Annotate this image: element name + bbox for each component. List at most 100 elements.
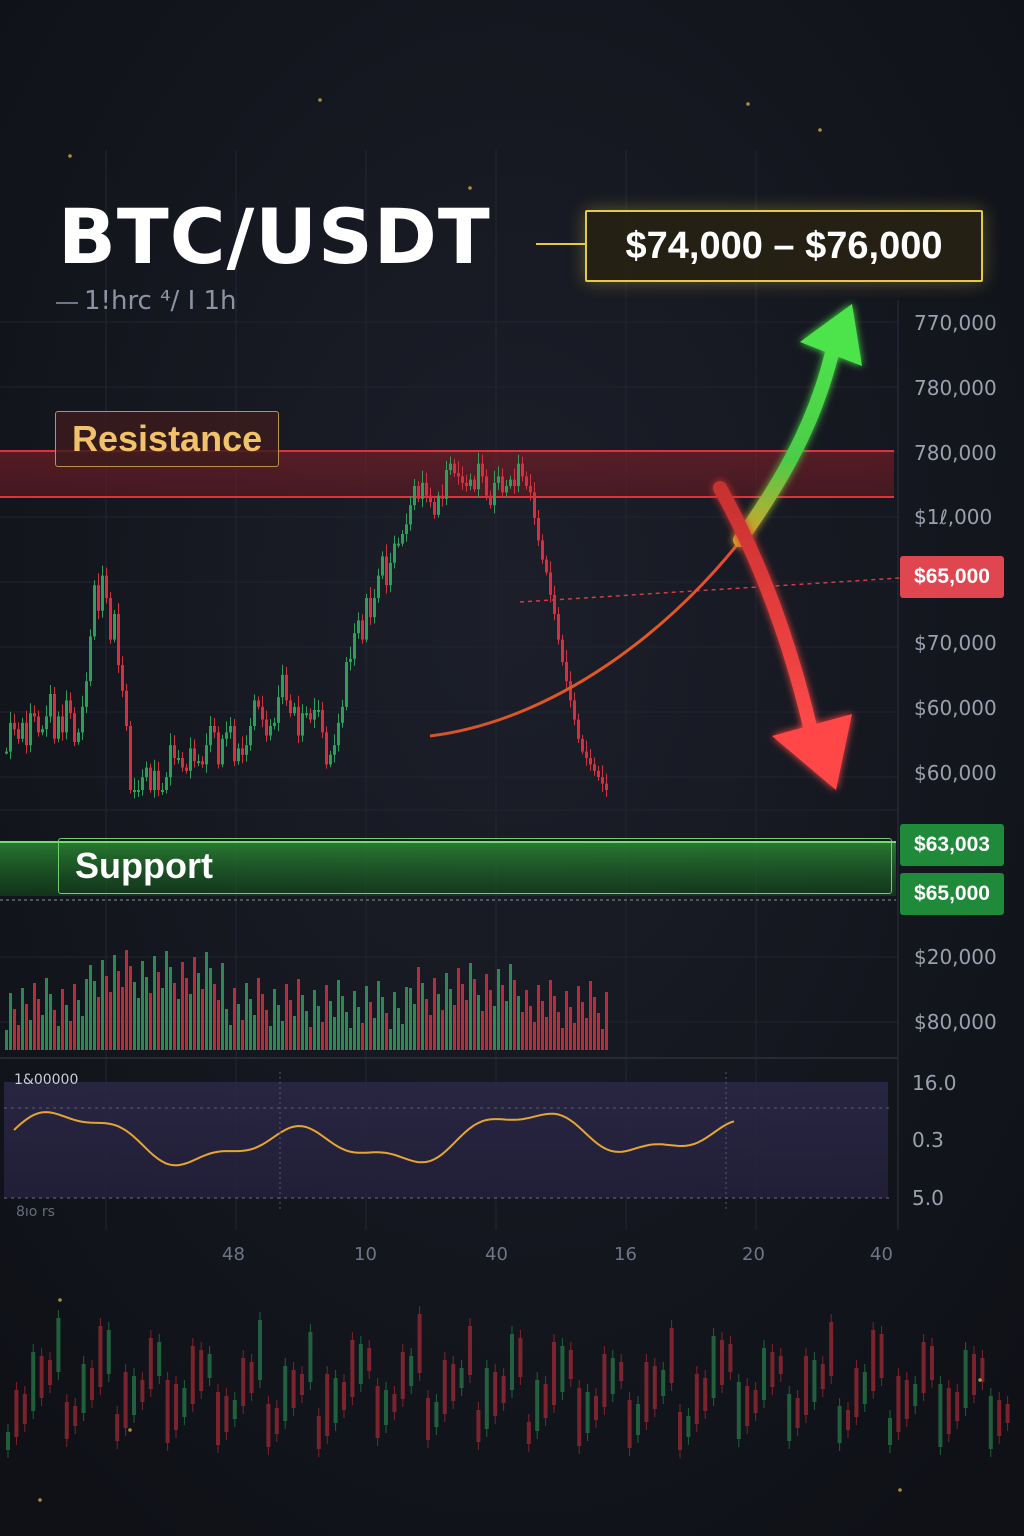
candle-body bbox=[289, 700, 292, 714]
volume-bar bbox=[209, 968, 212, 1050]
deco-candle bbox=[182, 1388, 187, 1417]
deco-candle bbox=[711, 1336, 716, 1398]
volume-bar bbox=[133, 982, 136, 1050]
deco-candle bbox=[98, 1326, 103, 1387]
candle-body bbox=[593, 764, 596, 771]
volume-bar bbox=[237, 1004, 240, 1050]
candle-body bbox=[237, 748, 240, 762]
volume-bar bbox=[21, 988, 24, 1050]
volume-bar bbox=[249, 999, 252, 1050]
volume-bar bbox=[325, 985, 328, 1050]
deco-candle bbox=[81, 1364, 86, 1413]
candle-body bbox=[457, 473, 460, 477]
red-arrowhead bbox=[772, 714, 852, 790]
deco-candle bbox=[283, 1366, 288, 1421]
deco-candle bbox=[493, 1372, 498, 1416]
candle-body bbox=[557, 614, 560, 640]
volume-bar bbox=[261, 994, 264, 1050]
candle-body bbox=[381, 556, 384, 576]
candle-body bbox=[133, 790, 136, 792]
volume-bar bbox=[401, 1024, 404, 1050]
deco-candle bbox=[484, 1368, 489, 1429]
deco-candle bbox=[871, 1330, 876, 1391]
candle-body bbox=[21, 722, 24, 739]
support-label: Support bbox=[58, 838, 892, 894]
volume-bar bbox=[305, 1011, 308, 1050]
deco-candle bbox=[266, 1404, 271, 1447]
candle-body bbox=[113, 614, 116, 640]
deco-candle bbox=[442, 1360, 447, 1414]
deco-candle bbox=[190, 1346, 195, 1404]
candle-body bbox=[561, 639, 564, 662]
candle-body bbox=[369, 598, 372, 618]
candle-body bbox=[401, 534, 404, 544]
deco-candle bbox=[652, 1366, 657, 1409]
deco-candle bbox=[896, 1376, 901, 1432]
resistance-label: Resistance bbox=[55, 411, 280, 467]
candle-body bbox=[181, 758, 184, 768]
candle-body bbox=[601, 777, 604, 784]
deco-candle bbox=[291, 1370, 296, 1408]
candle-body bbox=[213, 726, 216, 733]
candle-body bbox=[229, 726, 232, 733]
volume-bar bbox=[49, 994, 52, 1050]
deco-candle bbox=[392, 1394, 397, 1412]
deco-candle bbox=[123, 1372, 128, 1428]
deco-candle bbox=[703, 1378, 708, 1411]
volume-bar bbox=[201, 989, 204, 1050]
y-tick-label: $70,000 bbox=[914, 631, 997, 655]
deco-candle bbox=[300, 1374, 304, 1395]
candle-body bbox=[417, 486, 420, 499]
candle-body bbox=[81, 706, 84, 733]
volume-bar bbox=[513, 980, 516, 1050]
price-tag-65000-red: $65,000 bbox=[900, 556, 1004, 598]
candle-body bbox=[573, 700, 576, 720]
candle-body bbox=[177, 758, 180, 760]
y-tick-label: 780,000 bbox=[914, 441, 997, 465]
candle-body bbox=[413, 486, 416, 506]
volume-bar bbox=[161, 988, 164, 1050]
deco-candle bbox=[837, 1406, 842, 1443]
candle-body bbox=[501, 476, 504, 493]
y-axis: 770,000 780,000 780,000 $1ℓ,000 $70,000 … bbox=[914, 311, 997, 1034]
candle-body bbox=[253, 700, 256, 726]
volume-bar bbox=[297, 979, 300, 1050]
deco-candle bbox=[963, 1350, 968, 1408]
candle-body bbox=[565, 662, 568, 682]
candle-body bbox=[209, 726, 212, 746]
volume-bar bbox=[189, 994, 192, 1050]
deco-candle bbox=[820, 1364, 825, 1389]
volume-bar bbox=[505, 1001, 508, 1050]
sparkle bbox=[898, 1488, 902, 1492]
y-tick-label: $80,000 bbox=[914, 1010, 997, 1034]
candle-body bbox=[361, 620, 364, 640]
deco-candle bbox=[199, 1350, 204, 1391]
deco-candle bbox=[610, 1358, 615, 1394]
candle-body bbox=[581, 738, 584, 752]
candle-body bbox=[393, 543, 396, 563]
deco-candle bbox=[720, 1340, 724, 1385]
volume-bar bbox=[181, 962, 184, 1050]
candle-body bbox=[37, 716, 40, 733]
volume-bar bbox=[281, 1021, 284, 1050]
candle-body bbox=[173, 745, 176, 758]
volume-bar bbox=[265, 1010, 268, 1050]
candle-body bbox=[17, 729, 20, 739]
deco-candle bbox=[543, 1384, 548, 1418]
deco-candle bbox=[174, 1384, 178, 1430]
deco-candle bbox=[686, 1416, 691, 1437]
volume-bar bbox=[433, 978, 436, 1050]
candle-body bbox=[57, 716, 60, 739]
deco-candle bbox=[333, 1378, 338, 1423]
volume-bar bbox=[597, 1013, 600, 1050]
volume-bar bbox=[9, 993, 12, 1050]
candle-body bbox=[337, 722, 340, 746]
volume-bar bbox=[293, 1016, 296, 1050]
x-tick-label: 20 bbox=[742, 1244, 765, 1265]
x-tick-label: 40 bbox=[870, 1244, 893, 1265]
candlestick-series bbox=[5, 452, 608, 799]
candle-body bbox=[169, 745, 172, 778]
candle-body bbox=[205, 745, 208, 765]
red-down-arrow bbox=[713, 481, 819, 742]
volume-bar bbox=[397, 1008, 400, 1050]
